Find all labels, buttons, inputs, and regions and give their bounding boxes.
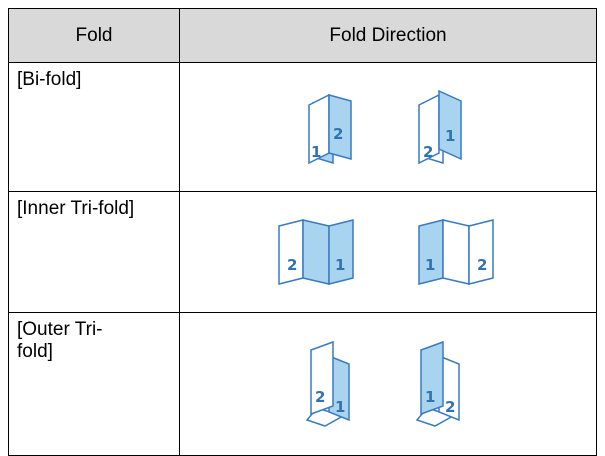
inner-tri-fold-icon: 1 2 [417, 219, 494, 285]
fold-table: Fold Fold Direction [Bi-fold] 1 2 2 1 [I… [8, 8, 597, 456]
page-number: 1 [335, 398, 345, 416]
fold-name-text: [Outer Tri-fold] [17, 319, 103, 362]
fold-name: [Inner Tri-fold] [8, 191, 180, 313]
row: [Outer Tri-fold] 2 1 1 2 [8, 312, 597, 456]
inner-tri-fold-icon: 2 1 [278, 219, 355, 285]
fold-direction: 2 1 1 2 [179, 312, 597, 456]
row: [Bi-fold] 1 2 2 1 [8, 62, 597, 192]
page-number: 2 [477, 256, 487, 274]
header-cell: Fold Direction [179, 8, 597, 63]
page: {"table": {"header": ["Fold", "Fold Dire… [8, 8, 597, 456]
header-cell: Fold [8, 8, 180, 63]
outer-tri-fold-icon: 2 1 [306, 340, 351, 427]
page-number: 1 [425, 256, 435, 274]
page-number: 1 [425, 388, 435, 406]
header-row: Fold Fold Direction [8, 8, 597, 63]
bi-fold-icon: 1 2 [308, 93, 353, 165]
page-number: 2 [333, 125, 343, 143]
fold-name: [Outer Tri-fold] [8, 312, 180, 456]
bi-fold-icon: 2 1 [417, 89, 462, 165]
fold-direction: 1 2 2 1 [179, 62, 597, 192]
page-number: 2 [287, 256, 297, 274]
outer-tri-fold-icon: 1 2 [415, 340, 460, 427]
fold-direction: 2 1 1 2 [179, 191, 597, 313]
fold-name: [Bi-fold] [8, 62, 180, 192]
page-number: 2 [423, 143, 433, 161]
page-number: 2 [315, 388, 325, 406]
page-number: 2 [445, 398, 455, 416]
page-number: 1 [445, 127, 455, 145]
row: [Inner Tri-fold] 2 1 1 2 [8, 191, 597, 313]
page-number: 1 [311, 143, 321, 161]
page-number: 1 [335, 256, 345, 274]
